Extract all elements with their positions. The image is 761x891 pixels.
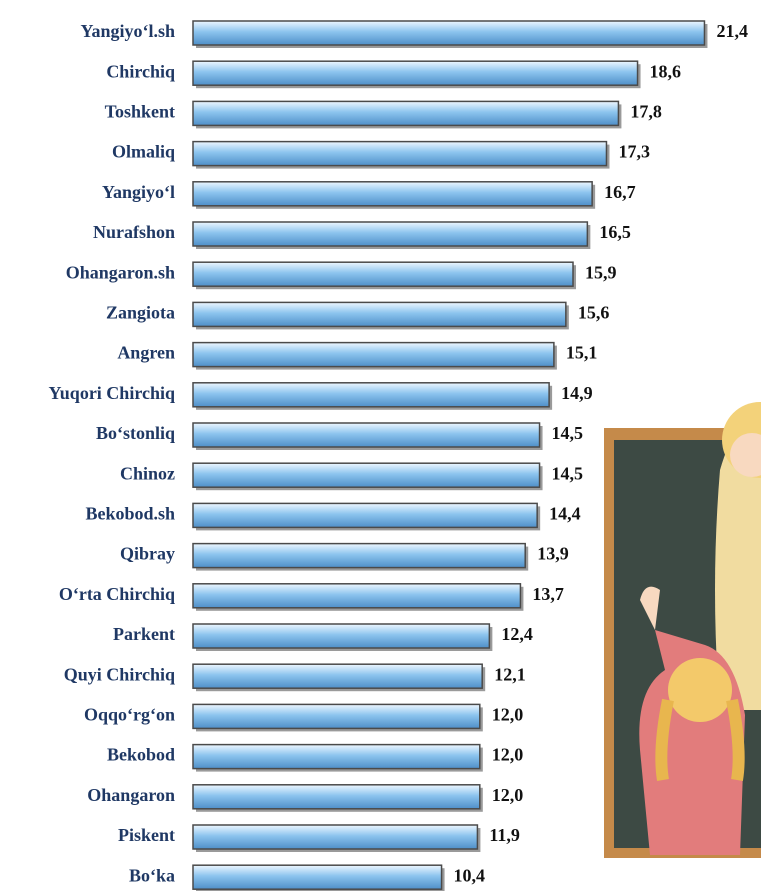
value-label: 13,7 <box>532 584 564 604</box>
category-label: Olmaliq <box>112 142 175 162</box>
value-label: 12,4 <box>501 624 533 644</box>
category-label: Yangiyo‘l.sh <box>80 21 175 41</box>
bar <box>192 382 550 408</box>
value-label: 11,9 <box>489 825 520 845</box>
bar <box>192 221 589 247</box>
value-label: 12,0 <box>492 785 524 805</box>
value-label: 15,9 <box>585 262 617 282</box>
category-label: Bekobod <box>107 745 175 765</box>
bar <box>192 623 491 649</box>
bar <box>192 301 567 328</box>
bar <box>192 663 483 689</box>
value-label: 17,8 <box>630 102 662 122</box>
bar <box>192 784 481 810</box>
value-label: 12,1 <box>494 664 526 684</box>
category-label: Chinoz <box>120 463 175 483</box>
value-label: 16,7 <box>604 182 636 202</box>
value-label: 21,4 <box>716 21 748 41</box>
value-label: 16,5 <box>599 222 631 242</box>
bar <box>192 502 538 529</box>
bar <box>192 60 639 86</box>
bar <box>192 542 526 569</box>
bar <box>192 462 541 488</box>
category-label: Yangiyo‘l <box>102 182 175 202</box>
bar <box>192 824 479 850</box>
bar <box>192 864 443 890</box>
category-label: Quyi Chirchiq <box>64 664 175 684</box>
value-label: 13,9 <box>537 544 569 564</box>
value-label: 14,5 <box>552 463 584 483</box>
bar <box>192 261 574 287</box>
value-label: 12,0 <box>492 745 524 765</box>
category-label: Oqqo‘rg‘on <box>84 705 175 725</box>
category-label: Chirchiq <box>106 61 175 81</box>
value-label: 17,3 <box>618 142 650 162</box>
bar <box>192 140 608 167</box>
category-label: Toshkent <box>105 102 175 122</box>
value-label: 14,5 <box>552 423 584 443</box>
category-label: Ohangaron.sh <box>66 262 175 282</box>
value-label: 14,9 <box>561 383 593 403</box>
category-label: Nurafshon <box>93 222 175 242</box>
girl-braids <box>655 698 745 781</box>
bar <box>192 743 481 770</box>
category-label: Bekobod.sh <box>85 504 175 524</box>
teacher-body <box>715 410 761 710</box>
bar <box>192 583 522 609</box>
bar <box>192 341 555 368</box>
category-label: Piskent <box>118 825 175 845</box>
category-label: Bo‘ka <box>129 865 175 885</box>
value-label: 14,4 <box>549 504 581 524</box>
bar <box>192 181 593 207</box>
teacher-face <box>730 433 761 477</box>
category-label: Yuqori Chirchiq <box>48 383 175 403</box>
category-label: Ohangaron <box>87 785 175 805</box>
bar <box>192 422 541 448</box>
bar <box>192 20 706 46</box>
category-label: Zangiota <box>106 303 175 323</box>
illustration <box>604 402 761 858</box>
value-label: 12,0 <box>492 705 524 725</box>
value-label: 10,4 <box>454 865 486 885</box>
category-label: O‘rta Chirchiq <box>59 584 175 604</box>
bar <box>192 100 620 127</box>
value-label: 15,6 <box>578 303 610 323</box>
girl-hair <box>668 658 732 722</box>
bar <box>192 703 481 730</box>
category-label: Parkent <box>113 624 175 644</box>
category-label: Qibray <box>120 544 175 564</box>
category-label: Angren <box>117 343 175 363</box>
value-label: 18,6 <box>650 61 682 81</box>
girl-hand <box>640 586 660 630</box>
category-label: Bo‘stonliq <box>96 423 175 443</box>
value-label: 15,1 <box>566 343 598 363</box>
